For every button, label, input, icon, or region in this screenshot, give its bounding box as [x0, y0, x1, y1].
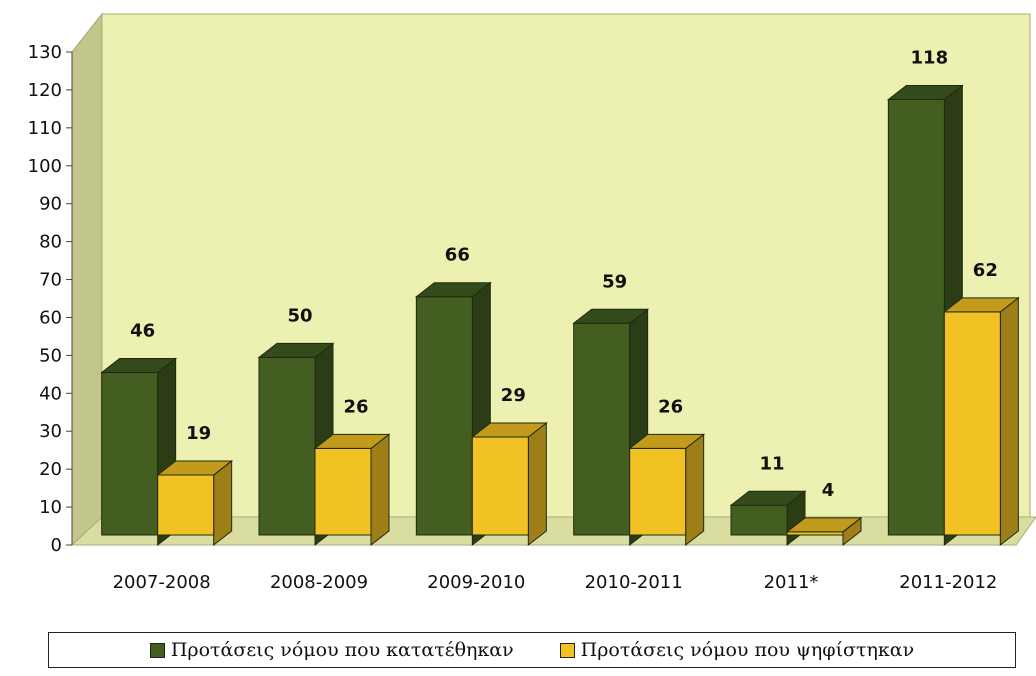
bar-passed-5 [942, 296, 1020, 547]
bar-top [470, 422, 548, 438]
x-tick-label: 2008-2009 [270, 572, 368, 593]
bar-side [999, 296, 1019, 547]
data-label: 11 [759, 453, 784, 474]
data-label: 66 [445, 245, 470, 266]
bar-front [943, 311, 1001, 536]
bar-front [573, 322, 631, 536]
legend-label-passed: Προτάσεις νόμου που ψηφίστηκαν [580, 639, 915, 661]
bar-passed-3 [628, 433, 706, 547]
legend-swatch-passed [559, 642, 575, 658]
y-tick-label: 110 [28, 118, 62, 139]
bar-top [628, 433, 706, 449]
data-label: 118 [911, 48, 949, 69]
bar-top [785, 517, 863, 533]
y-tick-label: 90 [39, 194, 62, 215]
legend-item-submitted: Προτάσεις νόμου που κατατέθηκαν [149, 639, 514, 661]
bar-front [314, 447, 372, 536]
bar-top [313, 433, 391, 449]
bar-front [887, 99, 945, 536]
legend: Προτάσεις νόμου που κατατέθηκαν Προτάσει… [48, 632, 1016, 668]
y-tick-label: 40 [39, 383, 62, 404]
data-label: 26 [343, 396, 368, 417]
x-tick-label: 2010-2011 [585, 572, 683, 593]
x-tick-label: 2009-2010 [427, 572, 525, 593]
y-tick-label: 50 [39, 345, 62, 366]
y-tick-label: 130 [28, 42, 62, 63]
side-wall [71, 12, 103, 547]
data-label: 46 [130, 321, 155, 342]
y-tick-label: 20 [39, 459, 62, 480]
y-axis: 0 10 20 30 40 50 60 70 80 90 100 110 120 130 [28, 42, 73, 556]
data-label: 19 [186, 423, 211, 444]
data-label: 50 [287, 305, 312, 326]
y-tick-label: 80 [39, 232, 62, 253]
bar-front [258, 356, 316, 536]
x-tick-label: 2011-2012 [899, 572, 997, 593]
bars: 46 19 50 26 66 29 59 26 11 4 118 62 [100, 48, 1020, 547]
data-label: 26 [658, 396, 683, 417]
bar-top [257, 342, 335, 358]
bar-passed-2 [470, 422, 548, 547]
data-label: 29 [501, 385, 526, 406]
bar-side [213, 459, 233, 547]
bar-top [572, 308, 650, 324]
bar-passed-4 [785, 516, 863, 547]
bar-front [730, 504, 788, 536]
legend-item-passed: Προτάσεις νόμου που ψηφίστηκαν [559, 639, 915, 661]
bar-top [729, 490, 807, 506]
bar-passed-1 [313, 433, 391, 547]
y-tick-label: 30 [39, 421, 62, 442]
bar-front [101, 372, 159, 536]
bar-front [629, 447, 687, 536]
bar-side [685, 433, 705, 547]
y-tick-label: 120 [28, 80, 62, 101]
bar-front [471, 436, 529, 536]
bar-top [886, 85, 964, 101]
bar-top [414, 282, 492, 298]
bar-top [942, 297, 1020, 313]
bar-front [415, 296, 473, 536]
y-tick-label: 60 [39, 307, 62, 328]
y-tick-label: 0 [51, 535, 62, 556]
bar-side [370, 433, 390, 547]
data-label: 62 [973, 260, 998, 281]
bar-side [527, 422, 547, 547]
x-tick-label: 2011* [764, 572, 819, 593]
y-tick-label: 10 [39, 497, 62, 518]
bar-front [157, 474, 215, 536]
bar-submitted-4 [729, 490, 807, 547]
bar-top [100, 358, 178, 374]
x-tick-label: 2007-2008 [113, 572, 211, 593]
bar-passed-0 [156, 459, 234, 547]
data-label: 59 [602, 271, 627, 292]
legend-label-submitted: Προτάσεις νόμου που κατατέθηκαν [170, 639, 514, 661]
legend-swatch-submitted [149, 642, 165, 658]
bar-submitted-0 [100, 357, 178, 547]
bar-top [156, 460, 234, 476]
x-axis-labels: 2007-2008 2008-2009 2009-2010 2010-2011 2011… [113, 572, 998, 593]
back-wall [101, 13, 1031, 518]
y-tick-label: 100 [28, 156, 62, 177]
y-tick-label: 70 [39, 270, 62, 291]
data-label: 4 [822, 480, 835, 501]
